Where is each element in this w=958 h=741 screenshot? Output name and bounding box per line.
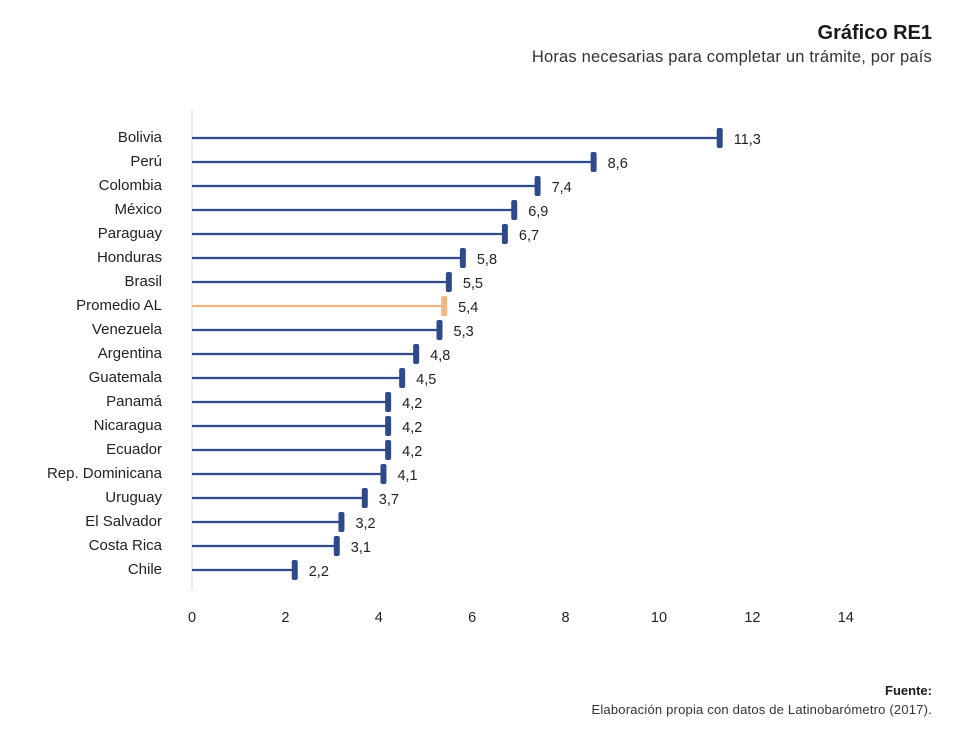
bar-cap-brasil — [445, 272, 452, 292]
bar-cap-promedio-al — [441, 296, 448, 316]
category-label-costa-rica: Costa Rica — [89, 537, 163, 554]
value-label-colombia: 7,4 — [552, 180, 572, 196]
bar-cap-ecuador — [385, 440, 392, 460]
bar-cap-paraguay — [501, 224, 508, 244]
value-label-paraguay: 6,7 — [519, 228, 539, 244]
x-tick-label-8: 8 — [562, 610, 570, 626]
category-label-argentina: Argentina — [98, 345, 163, 362]
value-label-nicaragua: 4,2 — [402, 420, 422, 436]
x-tick-label-10: 10 — [651, 610, 667, 626]
value-label-brasil: 5,5 — [463, 276, 483, 292]
x-tick-label-6: 6 — [468, 610, 476, 626]
bar-cap-peru — [590, 152, 597, 172]
x-tick-label-4: 4 — [375, 610, 383, 626]
category-label-bolivia: Bolivia — [118, 129, 163, 146]
category-label-rep-dominicana: Rep. Dominicana — [47, 465, 163, 482]
category-label-promedio-al: Promedio AL — [76, 297, 162, 314]
chart-title: Gráfico RE1 — [817, 22, 932, 44]
chart-source: Fuente: Elaboración propia con datos de … — [591, 682, 932, 720]
value-label-chile: 2,2 — [309, 564, 329, 580]
bar-cap-colombia — [534, 176, 541, 196]
category-label-mexico: México — [114, 201, 162, 218]
bar-cap-nicaragua — [385, 416, 392, 436]
value-label-ecuador: 4,2 — [402, 444, 422, 460]
category-label-venezuela: Venezuela — [92, 321, 163, 338]
category-label-el-salvador: El Salvador — [85, 513, 162, 530]
bar-cap-rep-dominicana — [380, 464, 387, 484]
x-tick-label-0: 0 — [188, 610, 196, 626]
category-label-ecuador: Ecuador — [106, 441, 162, 458]
x-tick-label-2: 2 — [281, 610, 289, 626]
value-label-guatemala: 4,5 — [416, 372, 436, 388]
x-tick-label-14: 14 — [838, 610, 854, 626]
source-text: Elaboración propia con datos de Latinoba… — [591, 702, 932, 717]
value-label-costa-rica: 3,1 — [351, 540, 371, 556]
category-label-chile: Chile — [128, 561, 162, 578]
value-label-honduras: 5,8 — [477, 252, 497, 268]
category-label-uruguay: Uruguay — [105, 489, 162, 506]
value-label-peru: 8,6 — [608, 156, 628, 172]
value-label-panama: 4,2 — [402, 396, 422, 412]
bar-cap-bolivia — [716, 128, 723, 148]
value-label-bolivia: 11,3 — [734, 132, 761, 148]
x-tick-label-12: 12 — [744, 610, 760, 626]
bar-cap-panama — [385, 392, 392, 412]
category-label-guatemala: Guatemala — [89, 369, 163, 386]
bar-cap-mexico — [511, 200, 518, 220]
value-label-promedio-al: 5,4 — [458, 300, 478, 316]
bar-cap-venezuela — [436, 320, 443, 340]
category-label-peru: Perú — [130, 153, 162, 170]
value-label-uruguay: 3,7 — [379, 492, 399, 508]
source-label: Fuente: — [885, 683, 932, 698]
value-label-argentina: 4,8 — [430, 348, 450, 364]
value-label-mexico: 6,9 — [528, 204, 548, 220]
category-label-panama: Panamá — [106, 393, 163, 410]
bar-cap-honduras — [459, 248, 466, 268]
bar-cap-argentina — [413, 344, 420, 364]
category-label-honduras: Honduras — [97, 249, 162, 266]
value-label-rep-dominicana: 4,1 — [397, 468, 417, 484]
bar-cap-uruguay — [361, 488, 368, 508]
bar-cap-guatemala — [399, 368, 406, 388]
chart-subtitle: Horas necesarias para completar un trámi… — [531, 48, 932, 66]
bar-cap-costa-rica — [333, 536, 340, 556]
category-label-brasil: Brasil — [124, 273, 162, 290]
chart-header: Gráfico RE1 Horas necesarias para comple… — [532, 20, 932, 68]
bar-cap-el-salvador — [338, 512, 345, 532]
value-label-el-salvador: 3,2 — [355, 516, 375, 532]
bar-cap-chile — [291, 560, 298, 580]
category-label-paraguay: Paraguay — [98, 225, 163, 242]
value-label-venezuela: 5,3 — [454, 324, 474, 340]
category-label-nicaragua: Nicaragua — [94, 417, 163, 434]
category-label-colombia: Colombia — [99, 177, 163, 194]
